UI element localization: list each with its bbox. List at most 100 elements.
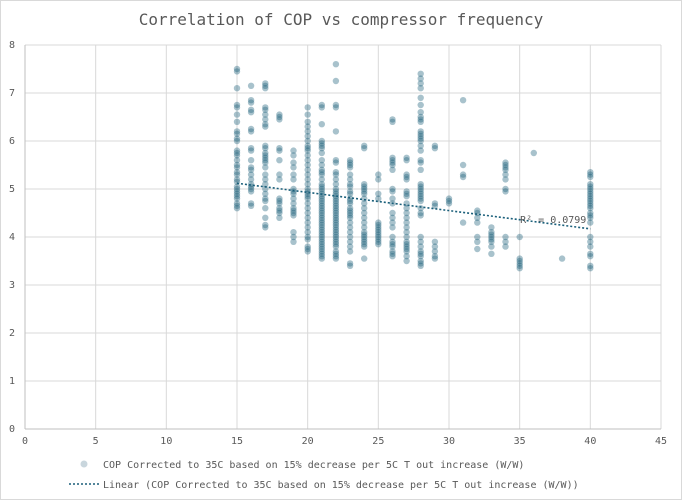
data-point: [318, 140, 325, 147]
data-point: [304, 245, 311, 253]
data-point: [332, 101, 340, 109]
data-point: [318, 202, 325, 209]
data-point: [375, 229, 382, 236]
data-point: [332, 243, 340, 250]
y-tick-label: 5: [9, 184, 15, 195]
data-point: [488, 231, 495, 238]
data-point: [375, 219, 382, 226]
data-point: [403, 154, 410, 161]
data-point: [318, 197, 325, 205]
data-point: [332, 181, 340, 188]
data-point: [346, 238, 354, 245]
data-points: [233, 61, 594, 272]
data-point: [587, 169, 594, 176]
data-point: [318, 212, 325, 219]
data-point: [233, 68, 241, 75]
data-point: [304, 176, 311, 183]
data-point: [304, 104, 311, 111]
data-point: [361, 255, 368, 262]
data-point: [233, 200, 241, 207]
data-point: [332, 226, 340, 233]
data-point: [417, 94, 424, 102]
data-point: [247, 176, 255, 183]
y-tick-label: 0: [9, 424, 15, 435]
data-point: [403, 253, 410, 260]
x-tick-label: 15: [231, 436, 243, 447]
data-point: [389, 248, 396, 255]
data-point: [304, 171, 311, 178]
data-point: [375, 238, 382, 245]
data-point: [431, 243, 439, 250]
data-point: [262, 106, 269, 114]
data-point: [276, 147, 283, 154]
data-point: [375, 233, 382, 241]
data-point: [431, 142, 439, 149]
data-point: [403, 245, 410, 253]
data-point: [247, 109, 255, 116]
data-point: [304, 209, 311, 217]
data-point: [262, 224, 269, 231]
trendline-layer: [236, 182, 591, 230]
data-point: [262, 185, 269, 193]
data-point: [262, 123, 269, 130]
data-point: [459, 161, 467, 169]
r-squared-label: R² = 0.0799: [520, 215, 586, 226]
data-point: [304, 145, 311, 152]
data-point: [346, 214, 354, 221]
data-point: [346, 229, 354, 236]
data-point: [276, 207, 283, 214]
data-point: [361, 229, 368, 236]
data-point: [262, 214, 269, 221]
data-point: [233, 111, 241, 118]
data-point: [262, 176, 269, 183]
data-point: [247, 166, 255, 173]
data-point: [262, 205, 269, 212]
data-point: [346, 161, 354, 169]
data-point: [233, 137, 241, 145]
data-point: [262, 157, 269, 164]
legend-label-scatter: COP Corrected to 35C based on 15% decrea…: [103, 460, 524, 471]
data-point: [346, 159, 354, 166]
data-point: [318, 219, 325, 226]
data-point: [233, 188, 241, 195]
data-point: [417, 233, 424, 241]
data-point: [276, 209, 283, 217]
data-point: [417, 193, 424, 200]
data-point: [361, 209, 368, 217]
data-point: [290, 159, 297, 166]
y-tick-label: 3: [9, 280, 15, 291]
data-point: [276, 113, 283, 121]
data-point: [417, 209, 424, 217]
data-point: [290, 209, 297, 217]
data-point: [233, 135, 241, 142]
x-tick-label: 5: [93, 436, 99, 447]
data-point: [247, 188, 255, 195]
data-point: [290, 147, 297, 154]
data-point: [474, 238, 481, 245]
x-tick-label: 20: [302, 436, 314, 447]
data-point: [318, 166, 325, 173]
data-point: [417, 70, 424, 78]
data-point: [403, 173, 410, 181]
data-point: [290, 205, 297, 212]
data-point: [361, 183, 368, 190]
data-point: [332, 219, 340, 226]
data-point: [332, 255, 340, 262]
data-point: [502, 171, 509, 178]
data-point: [233, 202, 241, 209]
data-point: [332, 248, 340, 255]
data-point: [403, 193, 410, 200]
data-point: [417, 262, 424, 269]
data-point: [290, 200, 297, 207]
data-point: [276, 111, 283, 118]
data-point: [332, 197, 340, 205]
data-point: [361, 181, 368, 188]
data-point: [502, 243, 509, 250]
data-point: [459, 173, 467, 181]
data-point: [318, 236, 325, 243]
data-point: [304, 185, 311, 193]
data-point: [318, 209, 325, 217]
data-point: [318, 214, 325, 221]
data-point: [346, 190, 354, 197]
